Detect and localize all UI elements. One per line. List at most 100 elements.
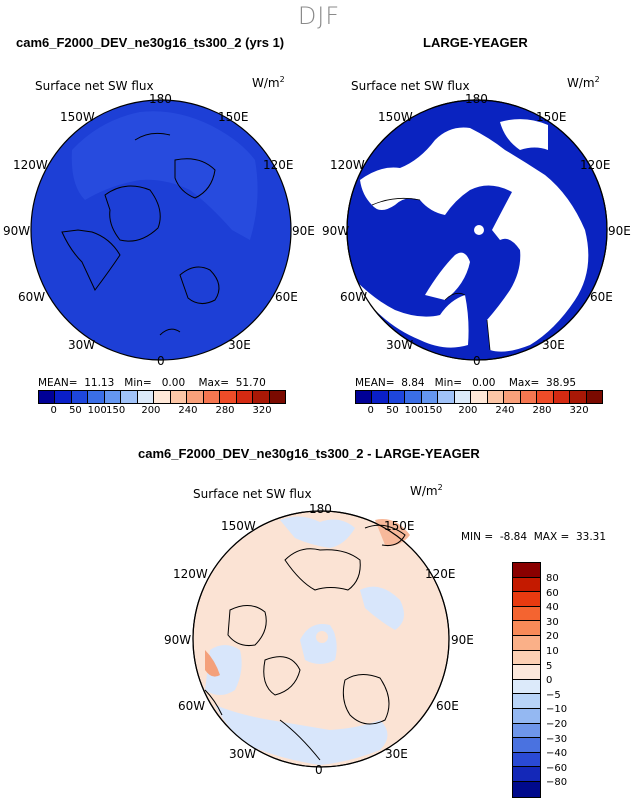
colorbar-label: 10 [546, 646, 559, 657]
lon-label-90w-obs: 90W [322, 224, 350, 238]
lon-label-180: 180 [149, 92, 172, 106]
lon-label-150w-obs: 150W [378, 110, 413, 124]
colorbar-label: 320 [252, 405, 272, 416]
map-model [30, 99, 292, 361]
stats-model: MEAN= 11.13 Min= 0.00 Max= 51.70 [38, 377, 266, 389]
colorbar-swatch [513, 577, 540, 593]
diff-lon-label-120e: 120E [425, 567, 456, 581]
lon-label-0: 0 [157, 354, 165, 368]
colorbar-swatch [121, 391, 138, 403]
lon-label-60w: 60W [18, 290, 46, 304]
colorbar-obs [355, 390, 603, 404]
colorbar-diff [512, 562, 541, 798]
colorbar-swatch [513, 781, 540, 797]
colorbar-label: 0 [367, 405, 374, 416]
colorbar-swatch [553, 391, 571, 403]
map-obs [346, 99, 608, 361]
lon-label-60w-obs: 60W [340, 290, 368, 304]
colorbar-label: −5 [546, 689, 561, 701]
colorbar-label: 240 [495, 405, 515, 416]
diff-lon-label-60w: 60W [178, 699, 206, 713]
colorbar-swatch [39, 391, 56, 403]
colorbar-swatch [513, 665, 540, 680]
colorbar-label: −80 [546, 777, 568, 789]
colorbar-swatch [513, 708, 540, 724]
units-model: W/m2 [252, 75, 285, 90]
colorbar-label: 80 [546, 573, 559, 584]
colorbar-swatch [513, 592, 540, 607]
colorbar-swatch [513, 621, 540, 636]
lon-label-120e-obs: 120E [580, 158, 611, 172]
lon-label-90w: 90W [3, 224, 31, 238]
colorbar-label: −10 [546, 704, 568, 716]
diff-lon-label-30w: 30W [229, 747, 257, 761]
colorbar-diff-labels: 80 60 40 30 20 10 5 0 −5 −10 −20 −30 −40 −60 −80 [546, 562, 586, 798]
colorbar-swatch [154, 391, 171, 403]
diff-lon-label-120w: 120W [173, 567, 208, 581]
colorbar-swatch [55, 391, 72, 403]
diff-lon-label-0: 0 [315, 763, 323, 777]
colorbar-swatch [570, 391, 587, 403]
lon-label-150e-obs: 150E [536, 110, 567, 124]
colorbar-label: −40 [546, 748, 568, 760]
diff-lon-label-180: 180 [309, 502, 332, 516]
colorbar-label: 30 [546, 616, 559, 628]
panel-title-obs: LARGE-YEAGER [423, 35, 528, 50]
colorbar-label: −30 [546, 733, 568, 745]
colorbar-label: 150 [106, 405, 126, 416]
colorbar-swatch [513, 738, 540, 753]
colorbar-model [38, 390, 286, 404]
diff-title: cam6_F2000_DEV_ne30g16_ts300_2 - LARGE-Y… [138, 446, 480, 461]
colorbar-swatch [586, 391, 603, 403]
units-obs: W/m2 [567, 75, 600, 90]
colorbar-swatch [388, 391, 406, 403]
colorbar-swatch [513, 563, 540, 578]
colorbar-label: −60 [546, 762, 568, 774]
diff-lon-label-30e: 30E [385, 747, 408, 761]
field-title-obs: Surface net SW flux [351, 79, 470, 93]
colorbar-swatch [253, 391, 270, 403]
panel-title-model: cam6_F2000_DEV_ne30g16_ts300_2 (yrs 1) [16, 35, 285, 50]
colorbar-label: 60 [546, 587, 559, 599]
colorbar-label: 280 [215, 405, 235, 416]
colorbar-swatch [236, 391, 254, 403]
units-diff: W/m2 [410, 483, 443, 498]
diff-lon-label-90e: 90E [451, 633, 474, 647]
colorbar-swatch [187, 391, 204, 403]
colorbar-label: 240 [178, 405, 198, 416]
lon-label-60e: 60E [275, 290, 298, 304]
colorbar-label: 50 [386, 405, 399, 416]
colorbar-swatch [137, 391, 155, 403]
lon-label-30e: 30E [228, 338, 251, 352]
lon-label-30e-obs: 30E [542, 338, 565, 352]
colorbar-swatch [454, 391, 472, 403]
lon-label-90e-obs: 90E [608, 224, 631, 238]
lon-label-120w-obs: 120W [330, 158, 365, 172]
lon-label-90e: 90E [292, 224, 315, 238]
colorbar-label: 20 [546, 631, 559, 643]
colorbar-label: 0 [546, 675, 553, 687]
colorbar-label: 50 [69, 405, 82, 416]
colorbar-swatch [471, 391, 488, 403]
colorbar-swatch [513, 635, 540, 651]
lon-label-30w-obs: 30W [386, 338, 414, 352]
colorbar-swatch [356, 391, 373, 403]
colorbar-swatch [487, 391, 505, 403]
colorbar-swatch [513, 606, 540, 622]
map-diff [192, 510, 450, 768]
colorbar-swatch [513, 650, 540, 666]
colorbar-swatch [203, 391, 221, 403]
colorbar-swatch [71, 391, 89, 403]
colorbar-swatch [537, 391, 554, 403]
diff-lon-label-150w: 150W [221, 519, 256, 533]
colorbar-swatch [421, 391, 439, 403]
colorbar-swatch [269, 391, 286, 403]
colorbar-swatch [220, 391, 237, 403]
field-title-model: Surface net SW flux [35, 79, 154, 93]
lon-label-30w: 30W [68, 338, 96, 352]
colorbar-swatch [513, 767, 540, 782]
colorbar-swatch [520, 391, 538, 403]
colorbar-swatch [504, 391, 521, 403]
colorbar-label: 200 [458, 405, 478, 416]
colorbar-label: 100 [87, 405, 107, 416]
